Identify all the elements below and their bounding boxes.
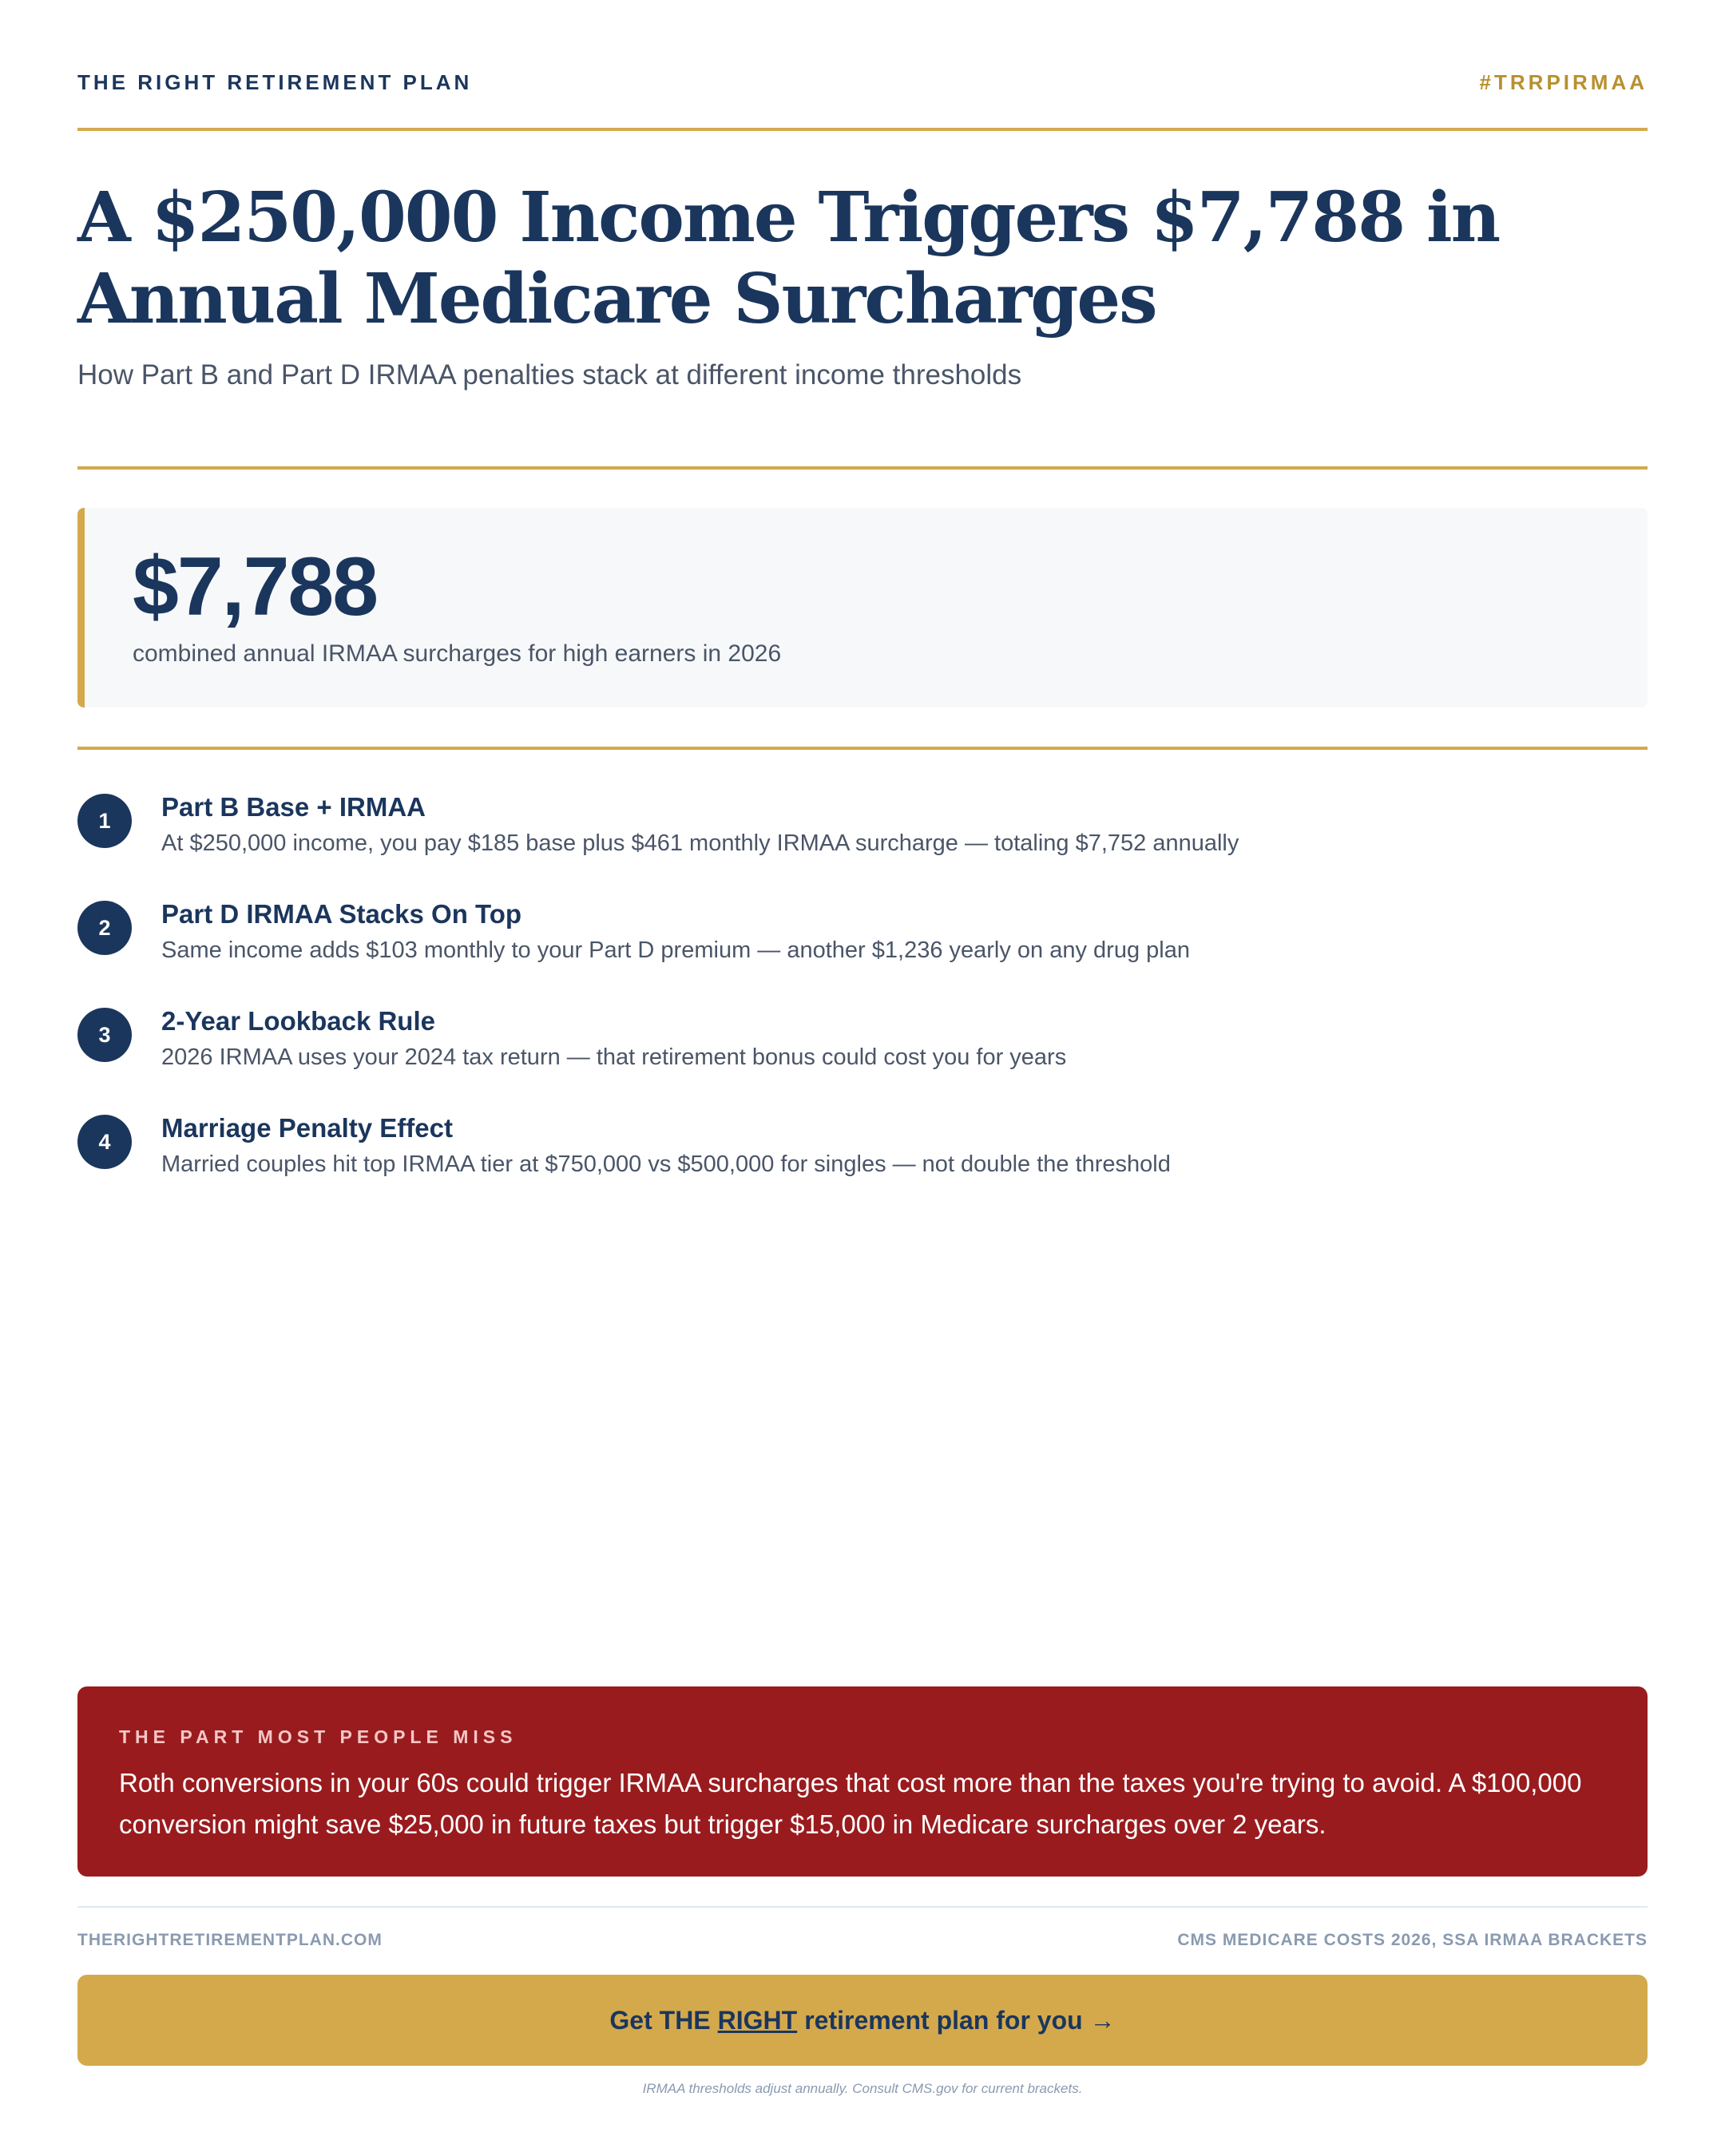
number-badge: 2: [77, 901, 132, 955]
key-points-list: 1 Part B Base + IRMAA At $250,000 income…: [77, 791, 1648, 1219]
item-title: Part D IRMAA Stacks On Top: [161, 899, 522, 929]
subtitle: How Part B and Part D IRMAA penalties st…: [77, 359, 1022, 390]
item-description: 2026 IRMAA uses your 2024 tax return — t…: [161, 1044, 1067, 1070]
footer: THERIGHTRETIREMENTPLAN.COM CMS MEDICARE …: [77, 1931, 1648, 1950]
list-item: 1 Part B Base + IRMAA At $250,000 income…: [77, 791, 1648, 898]
stat-card: $7,788 combined annual IRMAA surcharges …: [77, 508, 1648, 707]
callout-text: Roth conversions in your 60s could trigg…: [119, 1768, 1582, 1839]
cta-button[interactable]: Get THE RIGHT retirement plan for you →: [77, 1975, 1648, 2066]
brand-name: THE RIGHT RETIREMENT PLAN: [77, 70, 473, 94]
footer-divider: [77, 1906, 1648, 1908]
item-description: At $250,000 income, you pay $185 base pl…: [161, 830, 1239, 856]
divider: [77, 128, 1648, 131]
number-badge: 1: [77, 794, 132, 848]
divider: [77, 747, 1648, 750]
item-description: Married couples hit top IRMAA tier at $7…: [161, 1151, 1171, 1177]
cta-text-pre: Get THE: [609, 2005, 711, 2035]
cta-text-post: retirement plan for you →: [804, 2005, 1116, 2035]
item-description: Same income adds $103 monthly to your Pa…: [161, 937, 1190, 963]
cta-text-emphasis: RIGHT: [717, 2005, 798, 2035]
list-item: 2 Part D IRMAA Stacks On Top Same income…: [77, 898, 1648, 1005]
item-title: 2-Year Lookback Rule: [161, 1006, 435, 1036]
list-item: 3 2-Year Lookback Rule 2026 IRMAA uses y…: [77, 1005, 1648, 1112]
number-badge: 3: [77, 1008, 132, 1062]
stat-value: $7,788: [133, 541, 379, 633]
stat-label: combined annual IRMAA surcharges for hig…: [133, 640, 782, 667]
website-link[interactable]: THERIGHTRETIREMENTPLAN.COM: [77, 1931, 383, 1949]
item-title: Part B Base + IRMAA: [161, 792, 426, 822]
callout-kicker: THE PART MOST PEOPLE MISS: [119, 1726, 518, 1747]
item-title: Marriage Penalty Effect: [161, 1113, 453, 1143]
list-item: 4 Marriage Penalty Effect Married couple…: [77, 1112, 1648, 1219]
divider: [77, 466, 1648, 470]
page-title: A $250,000 Income Triggers $7,788 in Ann…: [77, 177, 1501, 339]
hashtag: #TRRPIRMAA: [1479, 70, 1648, 94]
warning-callout: THE PART MOST PEOPLE MISS Roth conversio…: [77, 1686, 1648, 1877]
header: THE RIGHT RETIREMENT PLAN #TRRPIRMAA: [77, 70, 1648, 95]
disclaimer: IRMAA thresholds adjust annually. Consul…: [642, 2081, 1083, 2096]
sources: CMS MEDICARE COSTS 2026, SSA IRMAA BRACK…: [1177, 1931, 1648, 1949]
number-badge: 4: [77, 1115, 132, 1169]
